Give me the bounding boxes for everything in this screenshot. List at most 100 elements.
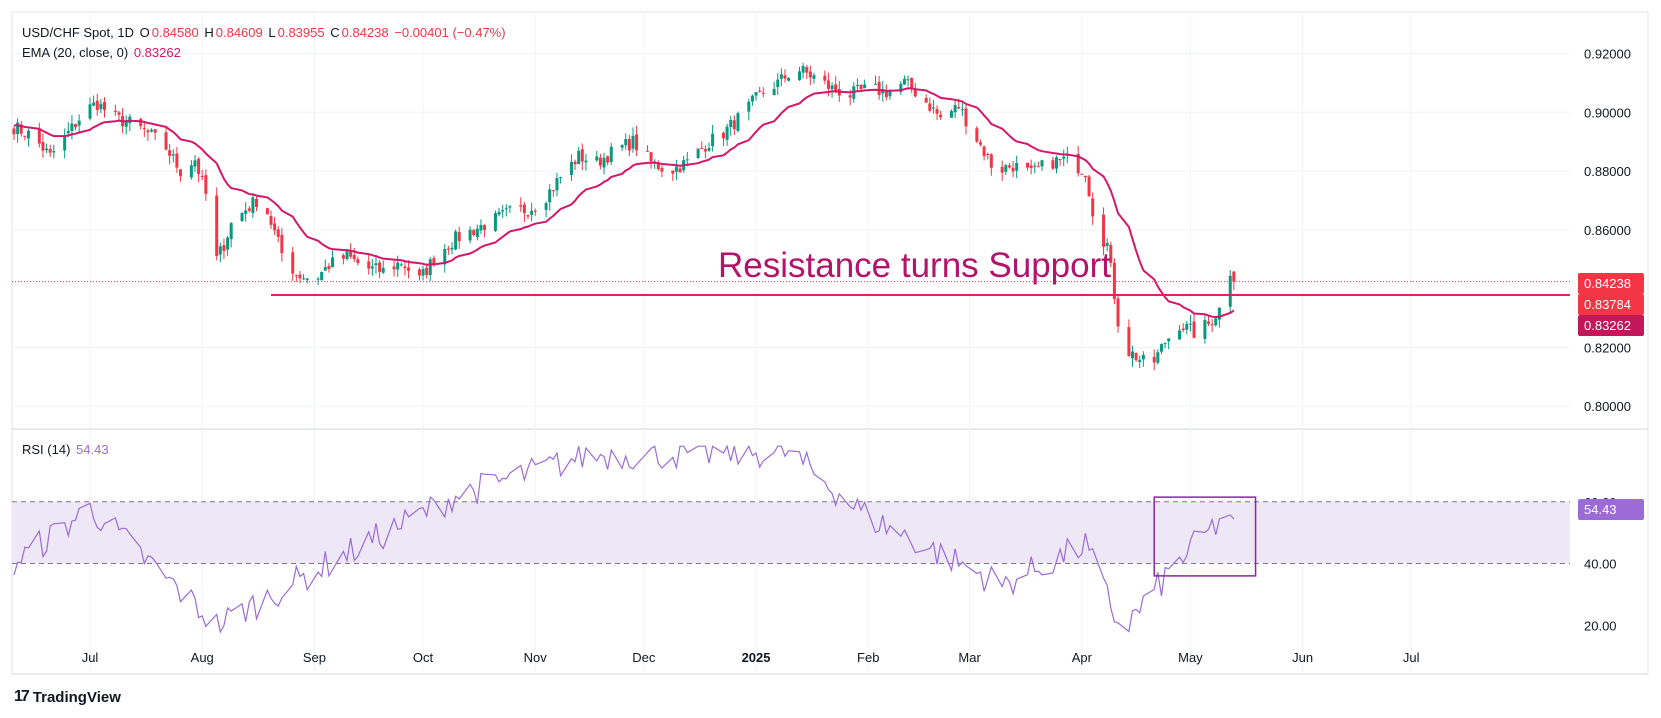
brand-text: TradingView — [32, 688, 121, 706]
candle-body — [863, 84, 867, 89]
candle-body — [783, 75, 787, 79]
candle-body — [48, 148, 52, 153]
candle — [504, 204, 508, 217]
candle-body — [1054, 157, 1058, 169]
candle — [102, 97, 106, 118]
candle-body — [928, 103, 932, 111]
candle — [978, 139, 982, 147]
candle-body — [472, 230, 476, 236]
candle-body — [142, 128, 146, 130]
candle-body — [797, 71, 801, 80]
candle-body — [801, 66, 805, 73]
candle-body — [1087, 176, 1091, 197]
candle-body — [1134, 352, 1138, 361]
candle-body — [226, 237, 230, 250]
change-value: −0.00401 (−0.47%) — [394, 25, 506, 40]
candle-body — [432, 258, 436, 265]
candle — [598, 153, 602, 170]
candle — [345, 250, 349, 261]
candle — [874, 75, 878, 85]
candle-body — [88, 104, 92, 119]
candle — [548, 184, 552, 211]
candle-body — [497, 211, 501, 215]
candle — [522, 202, 526, 222]
candle — [725, 123, 729, 146]
candle-body — [939, 114, 943, 118]
candle — [269, 210, 273, 229]
candle-body — [1112, 262, 1116, 300]
rsi-highlight-box[interactable] — [1153, 496, 1257, 577]
rsi-polyline — [13, 444, 1235, 634]
candle — [754, 91, 758, 101]
candle — [381, 260, 385, 275]
candle — [779, 68, 783, 87]
candle — [1178, 325, 1182, 340]
candle — [906, 75, 910, 87]
brand[interactable]: 17 TradingView — [14, 688, 121, 706]
annotation-text[interactable]: Resistance turns Support — [718, 246, 1111, 285]
candle-body — [305, 278, 309, 281]
candle — [1036, 161, 1040, 168]
candle-body — [913, 88, 917, 97]
candle-body — [171, 154, 175, 156]
candle — [407, 260, 411, 279]
candle-body — [349, 249, 353, 257]
candle — [783, 69, 787, 83]
candle-body — [493, 213, 497, 231]
candle-body — [1083, 175, 1087, 178]
candle-body — [620, 144, 624, 148]
candle-body — [674, 166, 678, 172]
candle-body — [960, 109, 964, 111]
candle-body — [370, 266, 374, 269]
candle-body — [1188, 323, 1192, 325]
candle — [645, 145, 649, 152]
candle-body — [222, 245, 226, 252]
ema-badge: 0.83262 — [1578, 315, 1644, 336]
candle-body — [580, 149, 584, 162]
candle — [1156, 349, 1160, 365]
candle — [1152, 349, 1156, 371]
candle — [74, 123, 78, 131]
candle — [215, 187, 219, 261]
candle-body — [251, 197, 255, 213]
candle — [747, 98, 751, 121]
ema-legend: EMA (20, close, 0) 0.83262 — [22, 45, 183, 60]
candle — [251, 193, 255, 218]
candle-body — [978, 142, 982, 145]
candle — [678, 166, 682, 173]
candle — [88, 97, 92, 121]
low-value: 0.83955 — [277, 25, 325, 40]
candle-body — [1181, 328, 1185, 331]
candle-body — [341, 255, 345, 259]
candle-body — [1217, 307, 1221, 320]
candle-body — [37, 129, 41, 144]
candle-body — [396, 262, 400, 270]
candle — [1210, 318, 1214, 333]
candle — [117, 110, 121, 121]
candle — [113, 104, 117, 116]
candle-body — [1015, 162, 1019, 171]
candle — [291, 246, 295, 281]
candle-body — [446, 248, 450, 250]
candle — [1029, 159, 1033, 175]
candle-body — [1127, 327, 1131, 357]
candle-body — [812, 75, 816, 79]
candle-body — [1051, 160, 1055, 169]
candle-body — [602, 157, 606, 168]
candle-body — [834, 84, 838, 92]
candle-body — [522, 204, 526, 214]
candle-body — [479, 224, 483, 231]
x-tick-label: Dec — [632, 650, 656, 665]
price-tick-label: 0.80000 — [1584, 399, 1631, 414]
candle-body — [367, 261, 371, 269]
candle — [703, 145, 707, 159]
candle — [772, 81, 776, 96]
candle — [457, 226, 461, 249]
candle — [834, 76, 838, 94]
candle — [164, 125, 168, 151]
candle-body — [298, 274, 302, 279]
candle-body — [609, 146, 613, 163]
candle-body — [1116, 298, 1120, 327]
candle-body — [316, 278, 320, 280]
